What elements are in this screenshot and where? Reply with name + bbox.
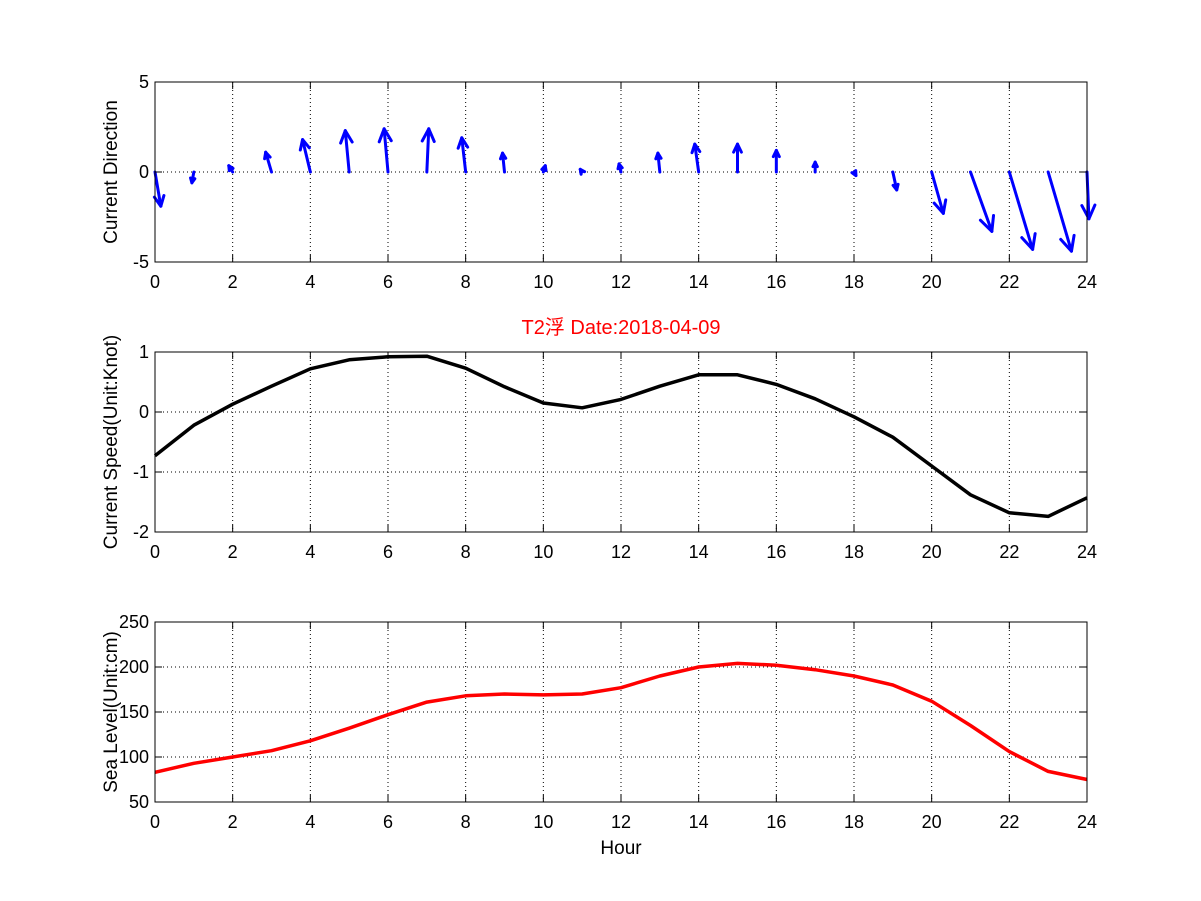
direction-arrow [498,151,508,174]
speed-panel: T2浮 Date:2018-04-09 0 2 4 6 8 10 12 14 16 18 20 22 2… [101,316,1097,562]
x-tick-label: 12 [611,542,631,562]
speed-x-ticks: 0 2 4 6 8 10 12 14 16 18 20 22 24 [150,352,1097,562]
x-tick-label: 20 [922,272,942,292]
direction-arrow [616,162,624,174]
direction-arrows [152,127,1097,253]
speed-y-label: Current Speed(Unit:Knot) [101,335,122,549]
direction-arrow [1046,170,1076,253]
x-tick-label: 22 [999,812,1019,832]
direction-y-label: Current Direction [101,100,122,244]
direction-arrow [377,127,393,174]
direction-arrow [298,138,312,174]
x-tick-label: 4 [305,812,315,832]
y-tick-label: 150 [119,702,149,722]
direction-arrow [930,170,948,215]
direction-arrow [263,150,273,174]
x-tick-label: 0 [150,272,160,292]
x-tick-label: 22 [999,542,1019,562]
speed-grid [155,352,1087,532]
direction-arrow [771,148,781,174]
y-tick-label: 250 [119,612,149,632]
x-tick-label: 20 [922,812,942,832]
x-tick-label: 6 [383,542,393,562]
direction-arrow [420,127,436,174]
x-tick-label: 10 [533,812,553,832]
y-tick-label: -2 [133,522,149,542]
x-tick-label: 2 [228,542,238,562]
x-tick-label: 24 [1077,812,1097,832]
chart-title: T2浮 Date:2018-04-09 [521,316,720,339]
x-tick-label: 10 [533,272,553,292]
direction-arrow [732,142,743,174]
x-tick-label: 8 [461,812,471,832]
x-tick-label: 20 [922,542,942,562]
direction-arrow [456,136,470,174]
direction-arrow [152,170,166,208]
sea-level-x-ticks: 0 2 4 6 8 10 12 14 16 18 20 22 24 [150,622,1097,832]
direction-arrow [811,160,819,174]
direction-arrow [690,142,702,174]
sea-level-series [154,661,1088,782]
direction-x-ticks: 0 2 4 6 8 10 12 14 16 18 20 22 24 [150,82,1097,292]
y-tick-label: -1 [133,462,149,482]
direction-arrow [578,167,587,176]
sea-level-grid [155,622,1087,802]
x-tick-label: 2 [228,812,238,832]
speed-line [153,354,1088,519]
x-tick-label: 0 [150,812,160,832]
sea-level-y-label: Sea Level(Unit:cm) [101,631,122,793]
x-tick-label: 10 [533,542,553,562]
x-tick-label: 8 [461,272,471,292]
speed-y-ticks: -2 -1 0 1 [133,342,1087,542]
x-tick-label: 22 [999,272,1019,292]
y-tick-label: 200 [119,657,149,677]
x-tick-label: 0 [150,542,160,562]
x-tick-label: 14 [689,272,709,292]
x-tick-label: 4 [305,272,315,292]
direction-arrow [1007,170,1037,251]
x-tick-label: 2 [228,272,238,292]
x-tick-label: 16 [766,272,786,292]
x-tick-label: 24 [1077,542,1097,562]
y-tick-label: 0 [139,162,149,182]
direction-arrow [850,169,858,178]
x-tick-label: 14 [689,812,709,832]
direction-arrow [227,164,235,174]
x-tick-label: 18 [844,812,864,832]
direction-arrow [339,129,354,174]
speed-series [153,354,1088,519]
x-tick-label: 16 [766,812,786,832]
x-tick-label: 6 [383,812,393,832]
y-tick-label: -5 [133,252,149,272]
x-tick-label: 12 [611,812,631,832]
x-tick-label: 14 [689,542,709,562]
sea-level-y-ticks: 50 100 150 200 250 [119,612,1087,812]
y-tick-label: 5 [139,72,149,92]
y-tick-label: 50 [129,792,149,812]
direction-arrow [969,170,996,233]
x-tick-label: 24 [1077,272,1097,292]
x-tick-label: 8 [461,542,471,562]
direction-arrow [189,170,197,185]
x-tick-label: 18 [844,542,864,562]
direction-arrow [540,164,548,174]
x-tick-label: 12 [611,272,631,292]
x-tick-label: 6 [383,272,393,292]
direction-y-ticks: -5 0 5 [133,72,1087,272]
y-tick-label: 0 [139,402,149,422]
x-tick-label: 4 [305,542,315,562]
y-tick-label: 100 [119,747,149,767]
sea-level-line [154,661,1088,782]
direction-arrow [654,151,663,174]
sea-level-x-label: Hour [600,838,642,859]
y-tick-label: 1 [139,342,149,362]
direction-panel: 0 2 4 6 8 10 12 14 16 18 20 22 24 -505 Current Direc… [101,72,1097,292]
direction-arrow [1080,170,1097,221]
x-tick-label: 18 [844,272,864,292]
x-tick-label: 16 [766,542,786,562]
direction-arrow [891,170,900,192]
